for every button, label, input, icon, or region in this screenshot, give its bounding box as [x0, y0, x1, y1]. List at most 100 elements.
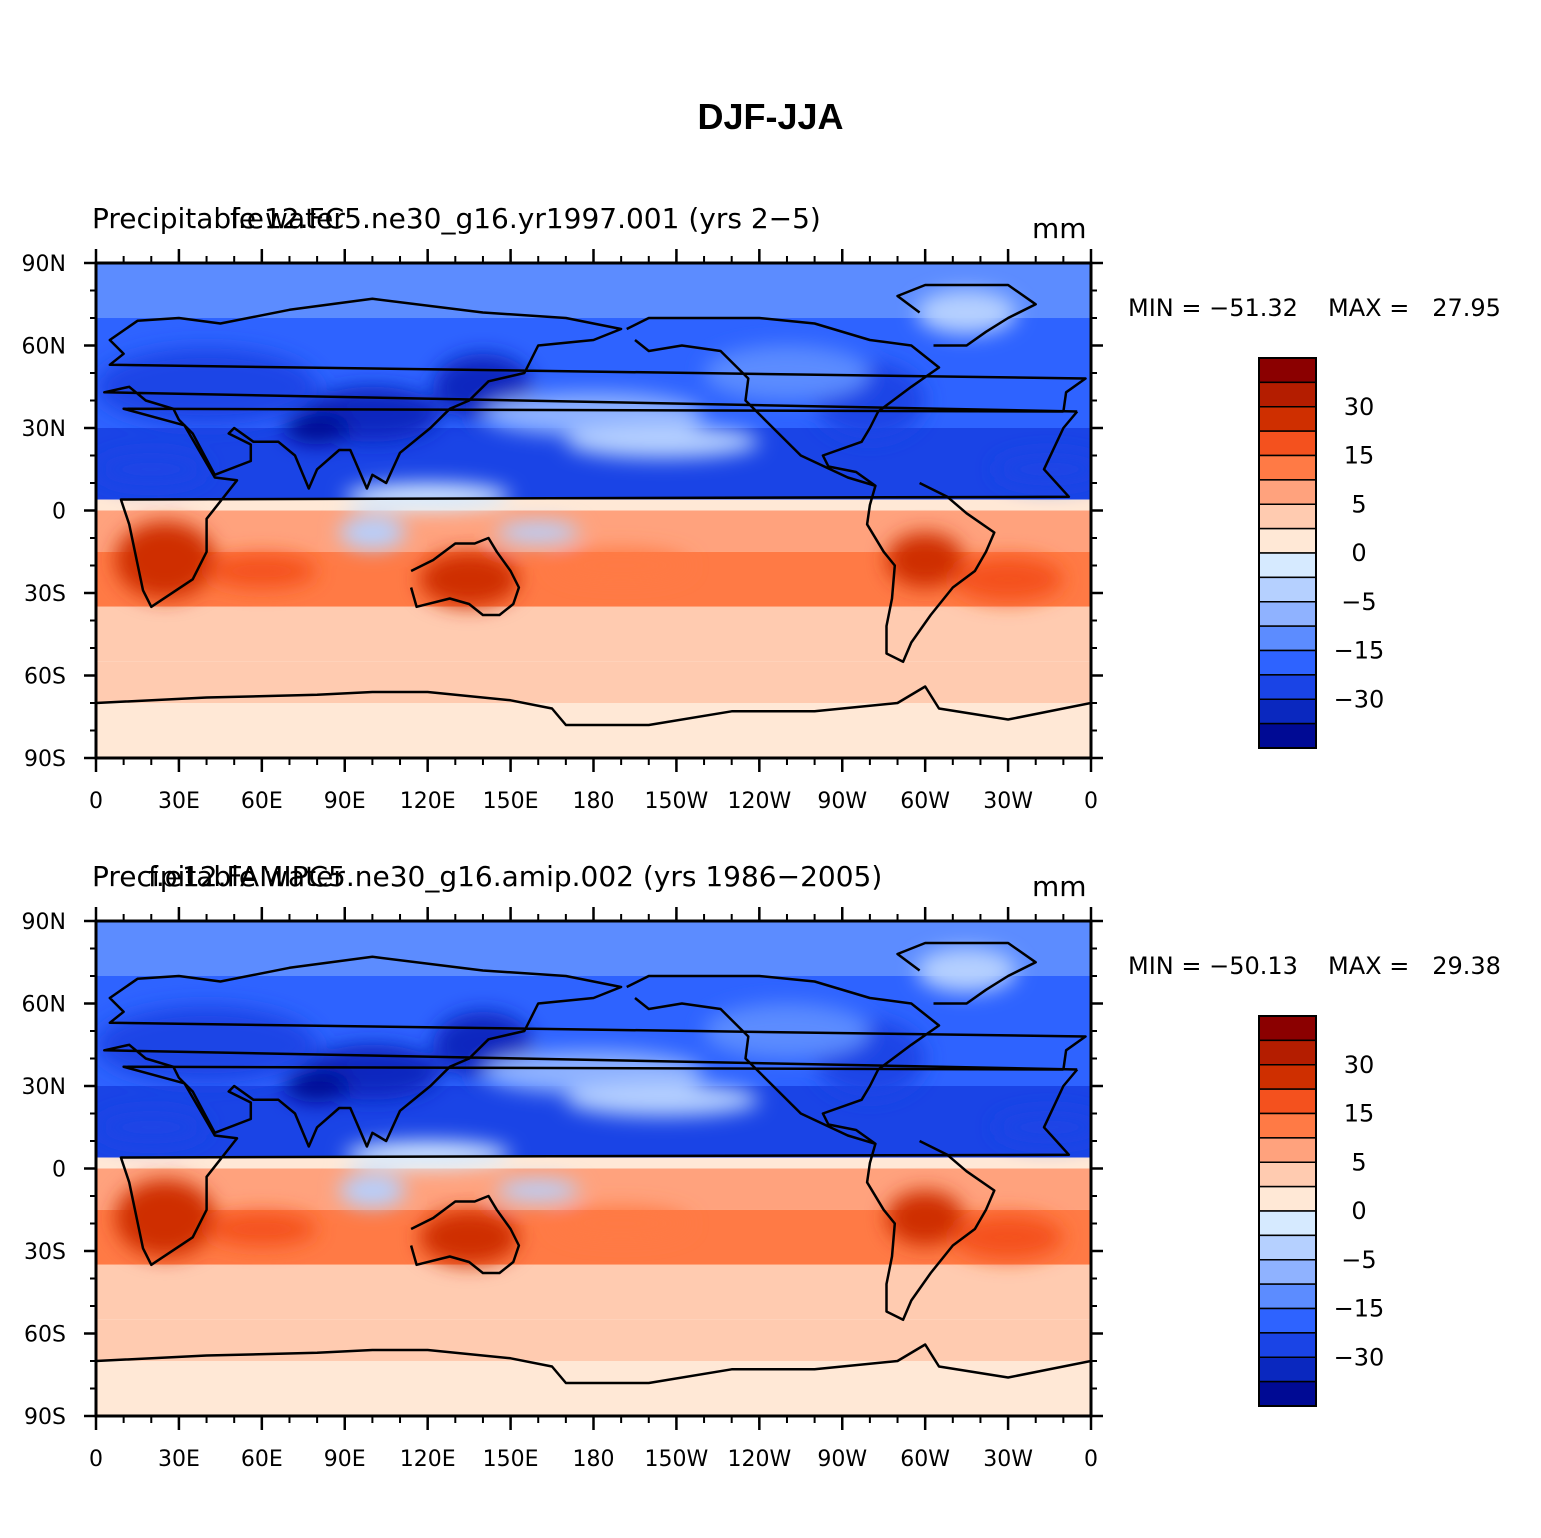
lat-tick-label: 60S: [24, 665, 66, 690]
lon-tick-label: 60W: [900, 789, 950, 814]
coastline: [409, 1194, 521, 1275]
field-anomaly: [994, 452, 1091, 486]
colorbar-swatch: [1258, 1332, 1317, 1358]
colorbar-label: 5: [1351, 1148, 1366, 1176]
lat-tick-label: 90S: [24, 1405, 66, 1430]
colorbar-label: −5: [1341, 1246, 1376, 1274]
field-anomaly: [344, 1141, 511, 1169]
field-anomaly: [96, 1110, 207, 1144]
field-band: [96, 1157, 1091, 1169]
lon-tick-label: 90W: [817, 789, 867, 814]
field-band: [96, 703, 1091, 758]
field-band: [96, 1361, 1091, 1416]
colorbar-swatch: [1258, 601, 1317, 627]
lon-tick-label: 90E: [324, 1447, 366, 1472]
colorbar-swatch: [1258, 1234, 1317, 1261]
lat-tick-label: 90S: [24, 747, 66, 772]
map-panel-bottom: 90N 60N 30N 0 30S 60S 90S 0 30E 60E 90E 120E 150E 180…: [0, 658, 1541, 1472]
panel-top-units: mm: [1032, 212, 1087, 245]
field-band: [96, 606, 1091, 662]
lat-tick-label: 30S: [24, 1240, 66, 1265]
colorbar-swatch: [1258, 1112, 1317, 1139]
lat-tick-label: 30S: [24, 582, 66, 607]
colorbar-swatch: [1258, 430, 1317, 457]
coastline: [626, 974, 941, 1146]
colorbar-label: 5: [1351, 490, 1366, 518]
panel-bottom-max: MAX = 29.38: [1328, 952, 1501, 980]
field-anomaly: [552, 549, 691, 582]
lat-tick-label: 0: [52, 500, 66, 525]
coastline: [119, 1065, 1079, 1267]
lon-tick-label: 120E: [400, 1447, 456, 1472]
field-anomaly: [704, 1003, 870, 1059]
lon-tick-label: 150W: [645, 789, 709, 814]
field-anomaly: [283, 411, 351, 445]
coastline: [896, 941, 1037, 1005]
panel-bottom-case-label: f.e12.FAMIPC5.ne30_g16.amip.002 (yrs 198…: [148, 860, 883, 893]
lon-tick-label: 60E: [241, 789, 283, 814]
coastline: [409, 536, 521, 617]
precip-field: [96, 921, 1091, 1416]
lon-tick-label: 150W: [645, 1447, 709, 1472]
lon-tick-label: 30E: [158, 789, 200, 814]
lon-tick-label: 150E: [483, 1447, 539, 1472]
colorbar-swatch: [1258, 1015, 1317, 1042]
lon-tick-label: 60E: [241, 1447, 283, 1472]
colorbar-swatch: [1258, 1210, 1317, 1237]
field-anomaly: [565, 425, 760, 459]
field-anomaly: [916, 948, 1017, 993]
coastline: [865, 481, 996, 664]
lon-tick-label: 30E: [158, 1447, 200, 1472]
colorbar-label: 0: [1351, 1197, 1366, 1225]
field-anomaly: [496, 521, 580, 544]
field-anomaly: [344, 483, 511, 511]
colorbar-swatch: [1258, 1064, 1317, 1090]
colorbar-swatch: [1258, 357, 1317, 384]
lon-tick-label: 120W: [727, 789, 791, 814]
colorbar-frame: [1258, 357, 1317, 749]
colorbar-label: 30: [1344, 1051, 1375, 1079]
colorbar-swatch: [1258, 454, 1317, 481]
colorbar-swatch: [1258, 381, 1317, 408]
field-anomaly: [419, 551, 519, 607]
colorbar-frame: [1258, 1015, 1317, 1407]
colorbar-swatch: [1258, 479, 1317, 505]
colorbar-swatch: [1258, 1088, 1317, 1115]
field-anomaly: [206, 554, 318, 588]
panel-bottom-units: mm: [1032, 870, 1087, 903]
lon-tick-label: 0: [1084, 1447, 1098, 1472]
precip-field: [96, 263, 1091, 758]
coastline: [865, 1139, 996, 1322]
colorbar-swatch: [1258, 576, 1317, 603]
coastline: [103, 297, 1087, 490]
colorbar-swatch: [1258, 527, 1317, 554]
field-band: [96, 499, 1091, 511]
lon-tick-label: 0: [89, 1447, 103, 1472]
colorbar-label: −15: [1334, 637, 1385, 665]
map-panel-top: 90N 60N 30N 0 30S 60S 90S 0 30E 60E 90E 120E 150E 180…: [0, 0, 1541, 814]
colorbar-swatch: [1258, 1380, 1317, 1407]
field-anomaly: [552, 1207, 691, 1240]
panel-top-variable-label: Precipitable water: [92, 202, 345, 235]
lon-tick-label: 150E: [483, 789, 539, 814]
field-anomaly: [96, 452, 207, 486]
coastline: [103, 955, 1087, 1148]
map-canvas-top: 90N 60N 30N 0 30S 60S 90S 0 30E 60E 90E 120E 150E 180…: [22, 249, 1385, 814]
colorbar-label: −15: [1334, 1295, 1385, 1323]
colorbar-swatch: [1258, 1283, 1317, 1310]
field-anomaly: [565, 1083, 760, 1117]
colorbar-swatch: [1258, 406, 1317, 432]
colorbar-swatch: [1258, 1039, 1317, 1066]
colorbar-swatch: [1258, 649, 1317, 676]
lon-tick-label: 90W: [817, 1447, 867, 1472]
lon-tick-label: 0: [1084, 789, 1098, 814]
field-anomaly: [339, 1174, 406, 1207]
lat-tick-label: 0: [52, 1158, 66, 1183]
figure-title: DJF-JJA: [697, 96, 844, 137]
field-anomaly: [952, 1215, 1064, 1260]
field-anomaly: [886, 532, 964, 588]
colorbar-swatch: [1258, 503, 1317, 530]
field-anomaly: [496, 1179, 580, 1202]
lon-tick-label: 120W: [727, 1447, 791, 1472]
field-anomaly: [419, 1209, 519, 1265]
